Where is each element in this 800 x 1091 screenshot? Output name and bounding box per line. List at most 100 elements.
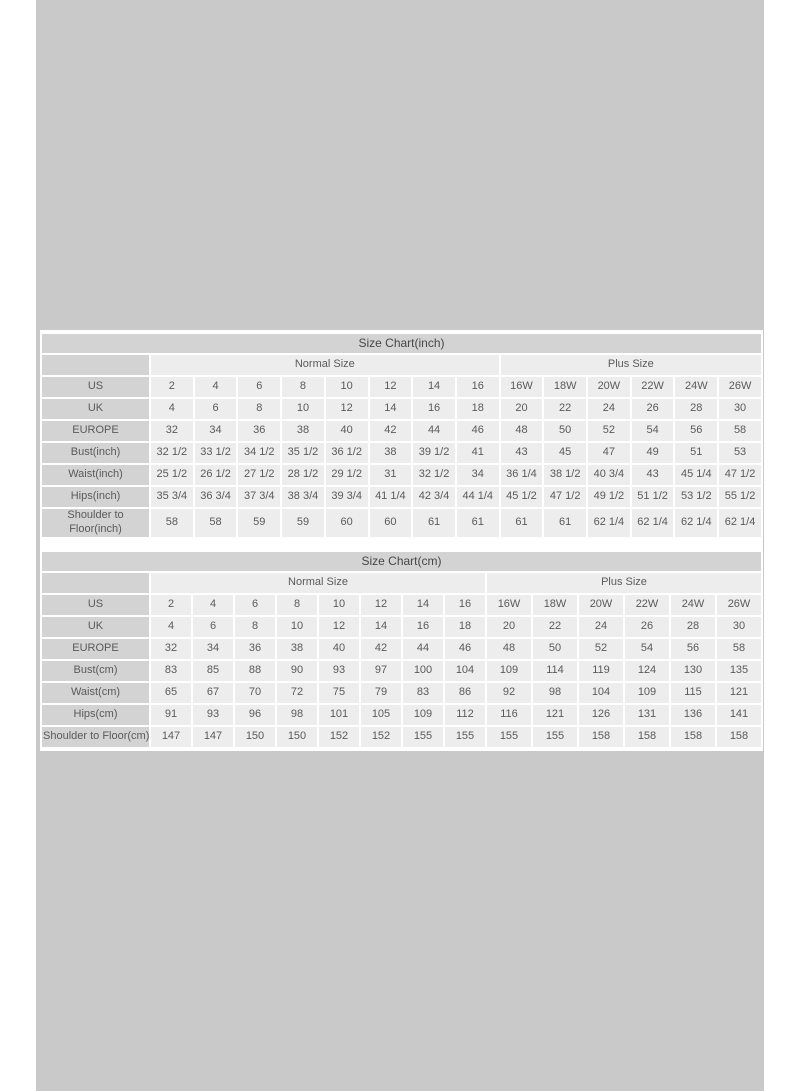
group-header: Plus Size — [500, 355, 761, 375]
size-cell: 38 — [277, 638, 317, 659]
size-cell: 131 — [625, 704, 669, 725]
size-cell: 65 — [151, 682, 191, 703]
size-cell: 4 — [194, 377, 237, 397]
size-cell: 96 — [235, 704, 275, 725]
size-chart-inch-table: Size Chart(inch) Normal Size Plus Size US 2 4… — [40, 332, 763, 539]
size-cell: 91 — [151, 704, 191, 725]
size-cell: 115 — [671, 682, 715, 703]
size-cell: 22 — [533, 616, 577, 637]
size-cell: 62 1/4 — [588, 509, 630, 537]
size-cell: 121 — [717, 682, 761, 703]
size-cell: 20 — [500, 399, 543, 419]
size-cell: 20 — [487, 616, 531, 637]
row-label: Hips(cm) — [42, 704, 149, 725]
size-cell: 16 — [445, 594, 485, 615]
table-row: Bust(inch) 32 1/2 33 1/2 34 1/2 35 1/2 36 1/2… — [42, 443, 761, 463]
size-chart-cm-table: Size Chart(cm) Normal Size Plus Size US 2 4 6 8… — [40, 549, 763, 749]
size-cell: 130 — [671, 660, 715, 681]
size-cell: 2 — [151, 594, 191, 615]
size-cell: 43 — [500, 443, 543, 463]
size-cell: 4 — [151, 399, 193, 419]
size-cell: 79 — [361, 682, 401, 703]
size-cell: 46 — [445, 638, 485, 659]
size-cell: 16W — [487, 594, 531, 615]
size-cell: 98 — [277, 704, 317, 725]
row-label: Hips(inch) — [42, 487, 149, 507]
size-cell: 2 — [151, 377, 193, 397]
size-cell: 42 3/4 — [413, 487, 455, 507]
size-cell: 52 — [588, 421, 630, 441]
size-cell: 158 — [579, 726, 623, 747]
table-title-row: Size Chart(inch) — [42, 334, 761, 353]
size-cell: 58 — [151, 509, 193, 537]
size-cell: 147 — [151, 726, 191, 747]
size-cell: 85 — [193, 660, 233, 681]
size-cell: 61 — [456, 509, 499, 537]
size-cell: 22W — [625, 594, 669, 615]
size-cell: 58 — [717, 638, 761, 659]
row-label: US — [42, 594, 149, 615]
size-cell: 30 — [719, 399, 761, 419]
size-cell: 38 3/4 — [282, 487, 324, 507]
size-cell: 26W — [717, 594, 761, 615]
size-cell: 62 1/4 — [675, 509, 718, 537]
size-cell: 121 — [533, 704, 577, 725]
size-cell: 32 1/2 — [151, 443, 193, 463]
size-cell: 18W — [544, 377, 587, 397]
size-cell: 44 1/4 — [456, 487, 499, 507]
size-cell: 12 — [325, 399, 368, 419]
size-cell: 8 — [282, 377, 324, 397]
size-cell: 44 — [413, 421, 455, 441]
size-cell: 30 — [717, 616, 761, 637]
size-cell: 109 — [625, 682, 669, 703]
size-cell: 4 — [151, 616, 191, 637]
size-cell: 114 — [533, 660, 577, 681]
size-cell: 32 1/2 — [413, 465, 455, 485]
size-cell: 155 — [487, 726, 531, 747]
size-cell: 60 — [325, 509, 368, 537]
size-cell: 6 — [238, 377, 281, 397]
group-header-row: Normal Size Plus Size — [42, 355, 761, 375]
size-cell: 18 — [445, 616, 485, 637]
size-cell: 12 — [369, 377, 412, 397]
table-row: EUROPE 32 34 36 38 40 42 44 46 48 50 52 54 56 58 — [42, 638, 761, 659]
size-cell: 104 — [445, 660, 485, 681]
size-cell: 83 — [403, 682, 443, 703]
size-cell: 48 — [487, 638, 531, 659]
size-cell: 75 — [319, 682, 359, 703]
row-label: Waist(inch) — [42, 465, 149, 485]
size-cell: 93 — [193, 704, 233, 725]
size-cell: 36 — [238, 421, 281, 441]
size-cell: 105 — [361, 704, 401, 725]
size-cell: 39 1/2 — [413, 443, 455, 463]
row-label: Waist(cm) — [42, 682, 149, 703]
size-cell: 54 — [631, 421, 674, 441]
size-cell: 67 — [193, 682, 233, 703]
size-cell: 41 1/4 — [369, 487, 412, 507]
size-cell: 56 — [675, 421, 718, 441]
table-row: Waist(inch) 25 1/2 26 1/2 27 1/2 28 1/2 29 1/… — [42, 465, 761, 485]
table-title: Size Chart(cm) — [42, 551, 761, 571]
size-cell: 28 1/2 — [282, 465, 324, 485]
size-cell: 56 — [671, 638, 715, 659]
size-cell: 61 — [500, 509, 543, 537]
size-cell: 34 — [456, 465, 499, 485]
size-cell: 136 — [671, 704, 715, 725]
size-cell: 55 1/2 — [719, 487, 761, 507]
size-cell: 45 — [544, 443, 587, 463]
size-cell: 141 — [717, 704, 761, 725]
size-cell: 51 1/2 — [631, 487, 674, 507]
size-cell: 10 — [325, 377, 368, 397]
row-label: UK — [42, 399, 149, 419]
size-cell: 16 — [413, 399, 455, 419]
size-cell: 62 1/4 — [631, 509, 674, 537]
group-header: Normal Size — [151, 572, 485, 593]
size-cell: 22 — [544, 399, 587, 419]
row-label: Shoulder to Floor(cm) — [42, 726, 149, 747]
size-cell: 116 — [487, 704, 531, 725]
table-row: Bust(cm) 83 85 88 90 93 97 100 104 109 114 119 124 13… — [42, 660, 761, 681]
size-cell: 101 — [319, 704, 359, 725]
size-cell: 10 — [319, 594, 359, 615]
size-cell: 36 1/4 — [500, 465, 543, 485]
size-cell: 36 3/4 — [194, 487, 237, 507]
